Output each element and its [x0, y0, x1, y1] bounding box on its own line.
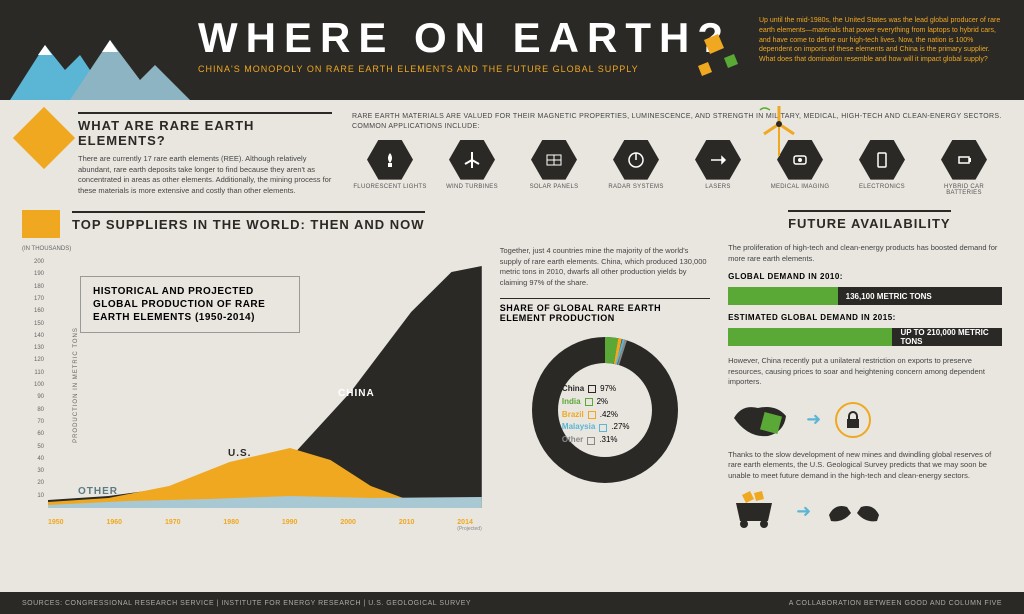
demand-bar: UP TO 210,000 METRIC TONS	[728, 328, 1002, 346]
legend-row: India 2%	[562, 396, 630, 409]
app-label: SOLAR PANELS	[516, 184, 592, 190]
what-are-ree: WHAT ARE RARE EARTH ELEMENTS? There are …	[22, 112, 332, 196]
sec1-body: There are currently 17 rare earth elemen…	[78, 154, 332, 196]
future-p2: Thanks to the slow development of new mi…	[728, 450, 1002, 482]
header-intro: Up until the mid-1980s, the United State…	[759, 16, 1004, 65]
footer: SOURCES: CONGRESSIONAL RESEARCH SERVICE …	[0, 592, 1024, 614]
app-hex-icon	[695, 140, 741, 180]
mine-hands-row: ➜	[728, 491, 1002, 531]
chart-title: HISTORICAL AND PROJECTED GLOBAL PRODUCTI…	[80, 276, 300, 333]
truck-icon	[22, 210, 60, 238]
app-item: LASERS	[680, 140, 756, 196]
app-hex-icon	[941, 140, 987, 180]
demand-bar: 136,100 METRIC TONS	[728, 287, 1002, 305]
export-lock-row: ➜	[728, 398, 1002, 442]
future-p1: However, China recently put a unilateral…	[728, 356, 1002, 388]
mountains-icon	[10, 30, 190, 100]
donut-intro: Together, just 4 countries mine the majo…	[500, 246, 710, 288]
app-label: HYBRID CAR BATTERIES	[926, 184, 1002, 196]
china-map-icon	[728, 398, 792, 442]
apps-intro: RARE EARTH MATERIALS ARE VALUED FOR THEI…	[352, 112, 1002, 132]
app-item: ELECTRONICS	[844, 140, 920, 196]
area-chart: PRODUCTION IN METRIC TONS 20019018017016…	[22, 262, 482, 532]
app-label: FLUORESCENT LIGHTS	[352, 184, 428, 190]
app-label: WIND TURBINES	[434, 184, 510, 190]
legend-row: Malaysia .27%	[562, 421, 630, 434]
donut-chart: China 97%India 2%Brazil .42%Malaysia .27…	[530, 335, 680, 485]
suppliers-title: TOP SUPPLIERS IN THE WORLD: THEN AND NOW	[72, 211, 425, 232]
donut-title: SHARE OF GLOBAL RARE EARTH ELEMENT PRODU…	[500, 298, 710, 323]
diamond-icon	[13, 107, 75, 169]
arrow-icon-2: ➜	[796, 501, 811, 522]
demand-label: ESTIMATED GLOBAL DEMAND IN 2015:	[728, 313, 1002, 322]
demand-bars: GLOBAL DEMAND IN 2010: 136,100 METRIC TON…	[728, 272, 1002, 346]
legend-row: Other .31%	[562, 434, 630, 447]
apps-grid: FLUORESCENT LIGHTS WIND TURBINES SOLAR PAN…	[352, 140, 1002, 196]
app-label: RADAR SYSTEMS	[598, 184, 674, 190]
app-hex-icon	[613, 140, 659, 180]
header-decoration	[694, 30, 754, 80]
app-item: HYBRID CAR BATTERIES	[926, 140, 1002, 196]
app-item: WIND TURBINES	[434, 140, 510, 196]
minecart-icon	[728, 491, 782, 531]
app-item: RADAR SYSTEMS	[598, 140, 674, 196]
app-hex-icon	[531, 140, 577, 180]
label-other: OTHER	[78, 486, 118, 497]
label-china: CHINA	[338, 388, 375, 399]
windmill-icon	[754, 104, 804, 158]
section-2: TOP SUPPLIERS IN THE WORLD: THEN AND NOW…	[22, 210, 1002, 532]
y-axis: 2001901801701601501401301201101009080706…	[22, 262, 46, 508]
app-label: LASERS	[680, 184, 756, 190]
app-hex-icon	[449, 140, 495, 180]
chart-section: TOP SUPPLIERS IN THE WORLD: THEN AND NOW…	[22, 210, 482, 532]
demand-label: GLOBAL DEMAND IN 2010:	[728, 272, 1002, 281]
app-label: ELECTRONICS	[844, 184, 920, 190]
header: WHERE ON EARTH? CHINA'S MONOPOLY ON RARE…	[0, 0, 1024, 100]
future-title: FUTURE AVAILABILITY	[788, 210, 950, 231]
chart-yunit: (IN THOUSANDS)	[22, 246, 482, 252]
plot-area: HISTORICAL AND PROJECTED GLOBAL PRODUCTI…	[48, 262, 482, 508]
x-axis: 19501960197019801990200020102014(Project…	[48, 519, 482, 532]
label-us: U.S.	[228, 448, 251, 459]
subtitle: CHINA'S MONOPOLY ON RARE EARTH ELEMENTS …	[198, 64, 996, 74]
legend-row: China 97%	[562, 383, 630, 396]
app-label: MEDICAL IMAGING	[762, 184, 838, 190]
app-item: SOLAR PANELS	[516, 140, 592, 196]
footer-credit: A COLLABORATION BETWEEN GOOD AND COLUMN …	[789, 600, 1002, 607]
app-item: FLUORESCENT LIGHTS	[352, 140, 428, 196]
donut-legend: China 97%India 2%Brazil .42%Malaysia .27…	[562, 383, 630, 447]
arrow-icon: ➜	[806, 409, 821, 430]
donut-section: Together, just 4 countries mine the majo…	[500, 210, 710, 532]
future-intro: The proliferation of high-tech and clean…	[728, 243, 1002, 264]
applications: RARE EARTH MATERIALS ARE VALUED FOR THEI…	[352, 112, 1002, 196]
app-hex-icon	[367, 140, 413, 180]
sec1-title: WHAT ARE RARE EARTH ELEMENTS?	[78, 112, 332, 148]
content: WHAT ARE RARE EARTH ELEMENTS? There are …	[0, 100, 1024, 544]
hands-icon	[825, 493, 883, 529]
app-hex-icon	[859, 140, 905, 180]
future-section: FUTURE AVAILABILITY The proliferation of…	[728, 210, 1002, 532]
section-1: WHAT ARE RARE EARTH ELEMENTS? There are …	[22, 112, 1002, 196]
footer-sources: SOURCES: CONGRESSIONAL RESEARCH SERVICE …	[22, 600, 471, 607]
lock-icon	[835, 402, 871, 438]
legend-row: Brazil .42%	[562, 409, 630, 422]
